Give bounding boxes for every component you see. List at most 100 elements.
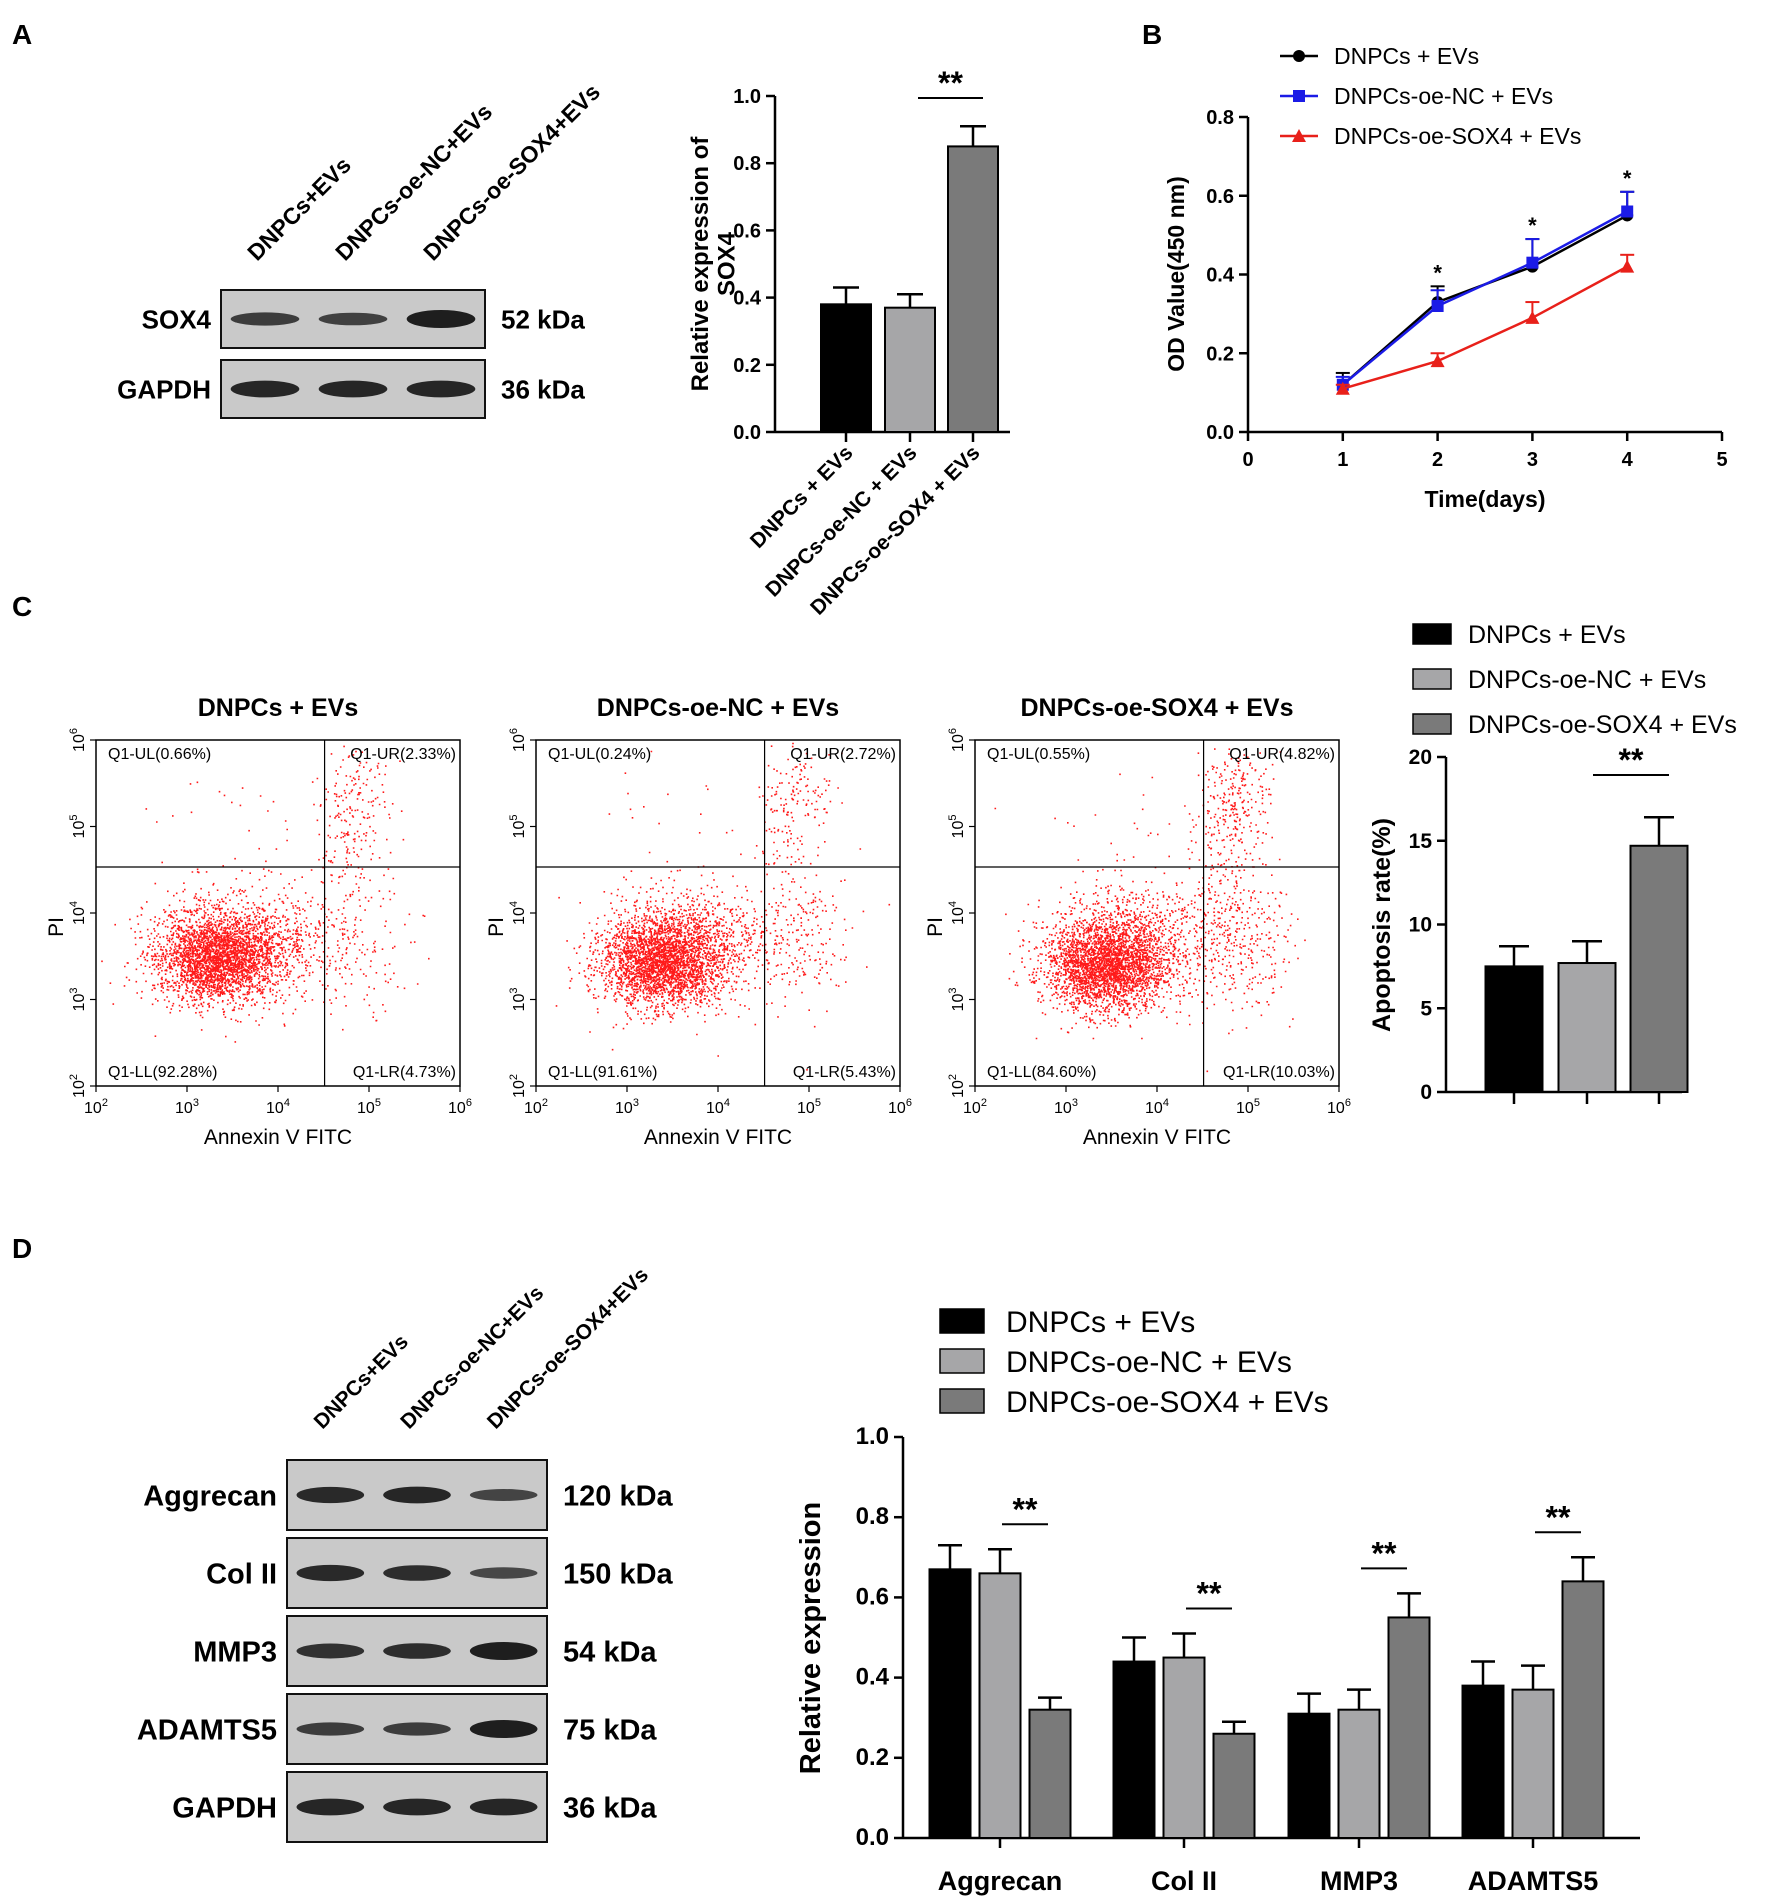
- d-category-label: MMP3: [1320, 1866, 1398, 1896]
- flow-tick-base: 10: [888, 1100, 906, 1117]
- flow-tick-exponent: 3: [193, 1097, 199, 1109]
- flow-tick-exponent: 6: [947, 728, 959, 734]
- flow-tick-exponent: 2: [542, 1097, 548, 1109]
- flow-x-tick-label: 104: [266, 1097, 290, 1117]
- b-legend-label: DNPCs-oe-SOX4 + EVs: [1334, 123, 1581, 149]
- flow-tick-base: 10: [71, 994, 88, 1012]
- flow-x-tick-label: 105: [357, 1097, 381, 1117]
- flow-plot-frame: [535, 739, 901, 1087]
- flow-tick-base: 10: [950, 734, 967, 752]
- flow-plot-2: DNPCs-oe-NC + EVs Q1-UL(0.24%) Q1-UR(2.72%…: [485, 694, 912, 1149]
- c-y-tick-label: 10: [1409, 914, 1432, 937]
- flow-tick-exponent: 3: [68, 988, 80, 994]
- blot-band: [469, 1567, 538, 1579]
- d-y-tick-label: 0.6: [856, 1583, 889, 1610]
- flow-tick-exponent: 4: [1163, 1097, 1169, 1109]
- flow-y-tick-label: 105: [68, 815, 88, 839]
- b-series-line-2: [1342, 210, 1628, 386]
- flow-quadrant-ur: Q1-UR(2.33%): [350, 746, 456, 763]
- western-blot-d: DNPCs+EVsDNPCs-oe-NC+EVsDNPCs-oe-SOX4+EV…: [137, 1263, 674, 1843]
- flow-plot-frame: [95, 739, 461, 1087]
- blot-kda-label: 75 kDa: [563, 1714, 657, 1746]
- flow-y-tick-label: 102: [68, 1074, 88, 1098]
- d-y-tick-label: 0.2: [856, 1744, 889, 1771]
- a-bar-3: [947, 145, 999, 433]
- flow-quadrant-ul: Q1-UL(0.24%): [548, 746, 651, 763]
- flow-y-tick-label: 103: [68, 988, 88, 1012]
- b-significance-mark: *: [1528, 213, 1537, 238]
- blot-protein-label: Col II: [206, 1558, 277, 1590]
- a-y-label: Relative expression ofSOX4: [687, 136, 740, 392]
- blot-band: [318, 312, 388, 326]
- blot-protein-label: MMP3: [193, 1636, 277, 1668]
- d-category-label: Col II: [1151, 1866, 1217, 1896]
- flow-y-tick-label: 104: [68, 901, 88, 925]
- flow-dot-cloud: [101, 745, 430, 1043]
- flow-x-tick-label: 102: [524, 1097, 548, 1117]
- b-legend-label: DNPCs-oe-NC + EVs: [1334, 83, 1553, 109]
- blot-band: [406, 310, 476, 328]
- c-y-label: Apoptosis rate(%): [1368, 818, 1396, 1032]
- a-y-tick-label: 1.0: [733, 86, 761, 108]
- d-bar: [1387, 1616, 1431, 1839]
- flow-plot-frame: [974, 739, 1340, 1087]
- b-point: [1525, 310, 1540, 324]
- flow-y-tick-label: 102: [947, 1074, 967, 1098]
- apoptosis-rate-chart: 0 5 10 15 20 ** Apoptosis rate(%) DNPCs + EVs DN…: [1368, 621, 1737, 1104]
- flow-tick-base: 10: [1054, 1100, 1072, 1117]
- d-y-tick-label: 0.0: [856, 1824, 889, 1851]
- d-bar: [1287, 1712, 1331, 1839]
- d-y-tick-label: 1.0: [856, 1423, 889, 1450]
- panel-letter-a: A: [12, 19, 32, 50]
- flow-x-label: Annexin V FITC: [204, 1126, 352, 1149]
- blot-band: [383, 1565, 451, 1581]
- blot-band: [469, 1489, 538, 1501]
- b-point: [1430, 354, 1445, 368]
- d-legend-label: DNPCs-oe-SOX4 + EVs: [1006, 1386, 1329, 1419]
- b-legend-marker: [1293, 90, 1305, 102]
- a-bar-2: [884, 306, 936, 433]
- flow-x-label: Annexin V FITC: [644, 1126, 792, 1149]
- d-significance-mark: **: [1197, 1575, 1222, 1611]
- blot-lane-label: DNPCs-oe-NC+EVs: [330, 98, 497, 265]
- blot-band: [469, 1720, 538, 1738]
- flow-tick-exponent: 6: [466, 1097, 472, 1109]
- flow-tick-base: 10: [84, 1100, 102, 1117]
- flow-tick-exponent: 4: [284, 1097, 290, 1109]
- flow-tick-base: 10: [511, 907, 528, 925]
- b-point: [1620, 259, 1635, 273]
- flow-tick-exponent: 6: [1345, 1097, 1351, 1109]
- d-legend-swatch: [939, 1348, 985, 1374]
- d-category-label: Aggrecan: [938, 1866, 1063, 1896]
- blot-band: [383, 1643, 451, 1659]
- d-bar: [1337, 1708, 1381, 1840]
- flow-tick-base: 10: [448, 1100, 466, 1117]
- flow-tick-base: 10: [950, 821, 967, 839]
- panel-letter-c: C: [12, 591, 32, 622]
- b-x-tick-label: 0: [1242, 449, 1253, 471]
- flow-y-tick-label: 104: [947, 901, 967, 925]
- flow-plot-title: DNPCs + EVs: [198, 694, 359, 722]
- blot-protein-label: GAPDH: [172, 1792, 277, 1824]
- d-significance-mark: **: [1372, 1535, 1397, 1571]
- flow-x-tick-label: 106: [448, 1097, 472, 1117]
- panel-letter-d: D: [12, 1233, 32, 1264]
- flow-quadrant-ll: Q1-LL(91.61%): [548, 1064, 657, 1081]
- a-y-tick-label: 0.8: [733, 153, 761, 175]
- flow-quadrant-ur: Q1-UR(2.72%): [790, 746, 896, 763]
- d-y-label: Relative expression: [795, 1502, 827, 1774]
- flow-tick-exponent: 5: [815, 1097, 821, 1109]
- blot-kda-label: 52 kDa: [501, 304, 585, 334]
- flow-tick-exponent: 3: [633, 1097, 639, 1109]
- blot-kda-label: 54 kDa: [563, 1636, 657, 1668]
- blot-lane-label: DNPCs-oe-SOX4+EVs: [483, 1263, 653, 1433]
- flow-quadrant-ul: Q1-UL(0.55%): [987, 746, 1090, 763]
- blot-band: [230, 380, 300, 398]
- flow-x-tick-label: 103: [1054, 1097, 1078, 1117]
- flow-y-tick-label: 106: [508, 728, 528, 752]
- flow-x-tick-label: 104: [1145, 1097, 1169, 1117]
- flow-tick-exponent: 5: [947, 815, 959, 821]
- blot-lane-label: DNPCs-oe-SOX4+EVs: [418, 79, 605, 266]
- flow-tick-base: 10: [71, 907, 88, 925]
- b-series-line-3: [1342, 265, 1628, 390]
